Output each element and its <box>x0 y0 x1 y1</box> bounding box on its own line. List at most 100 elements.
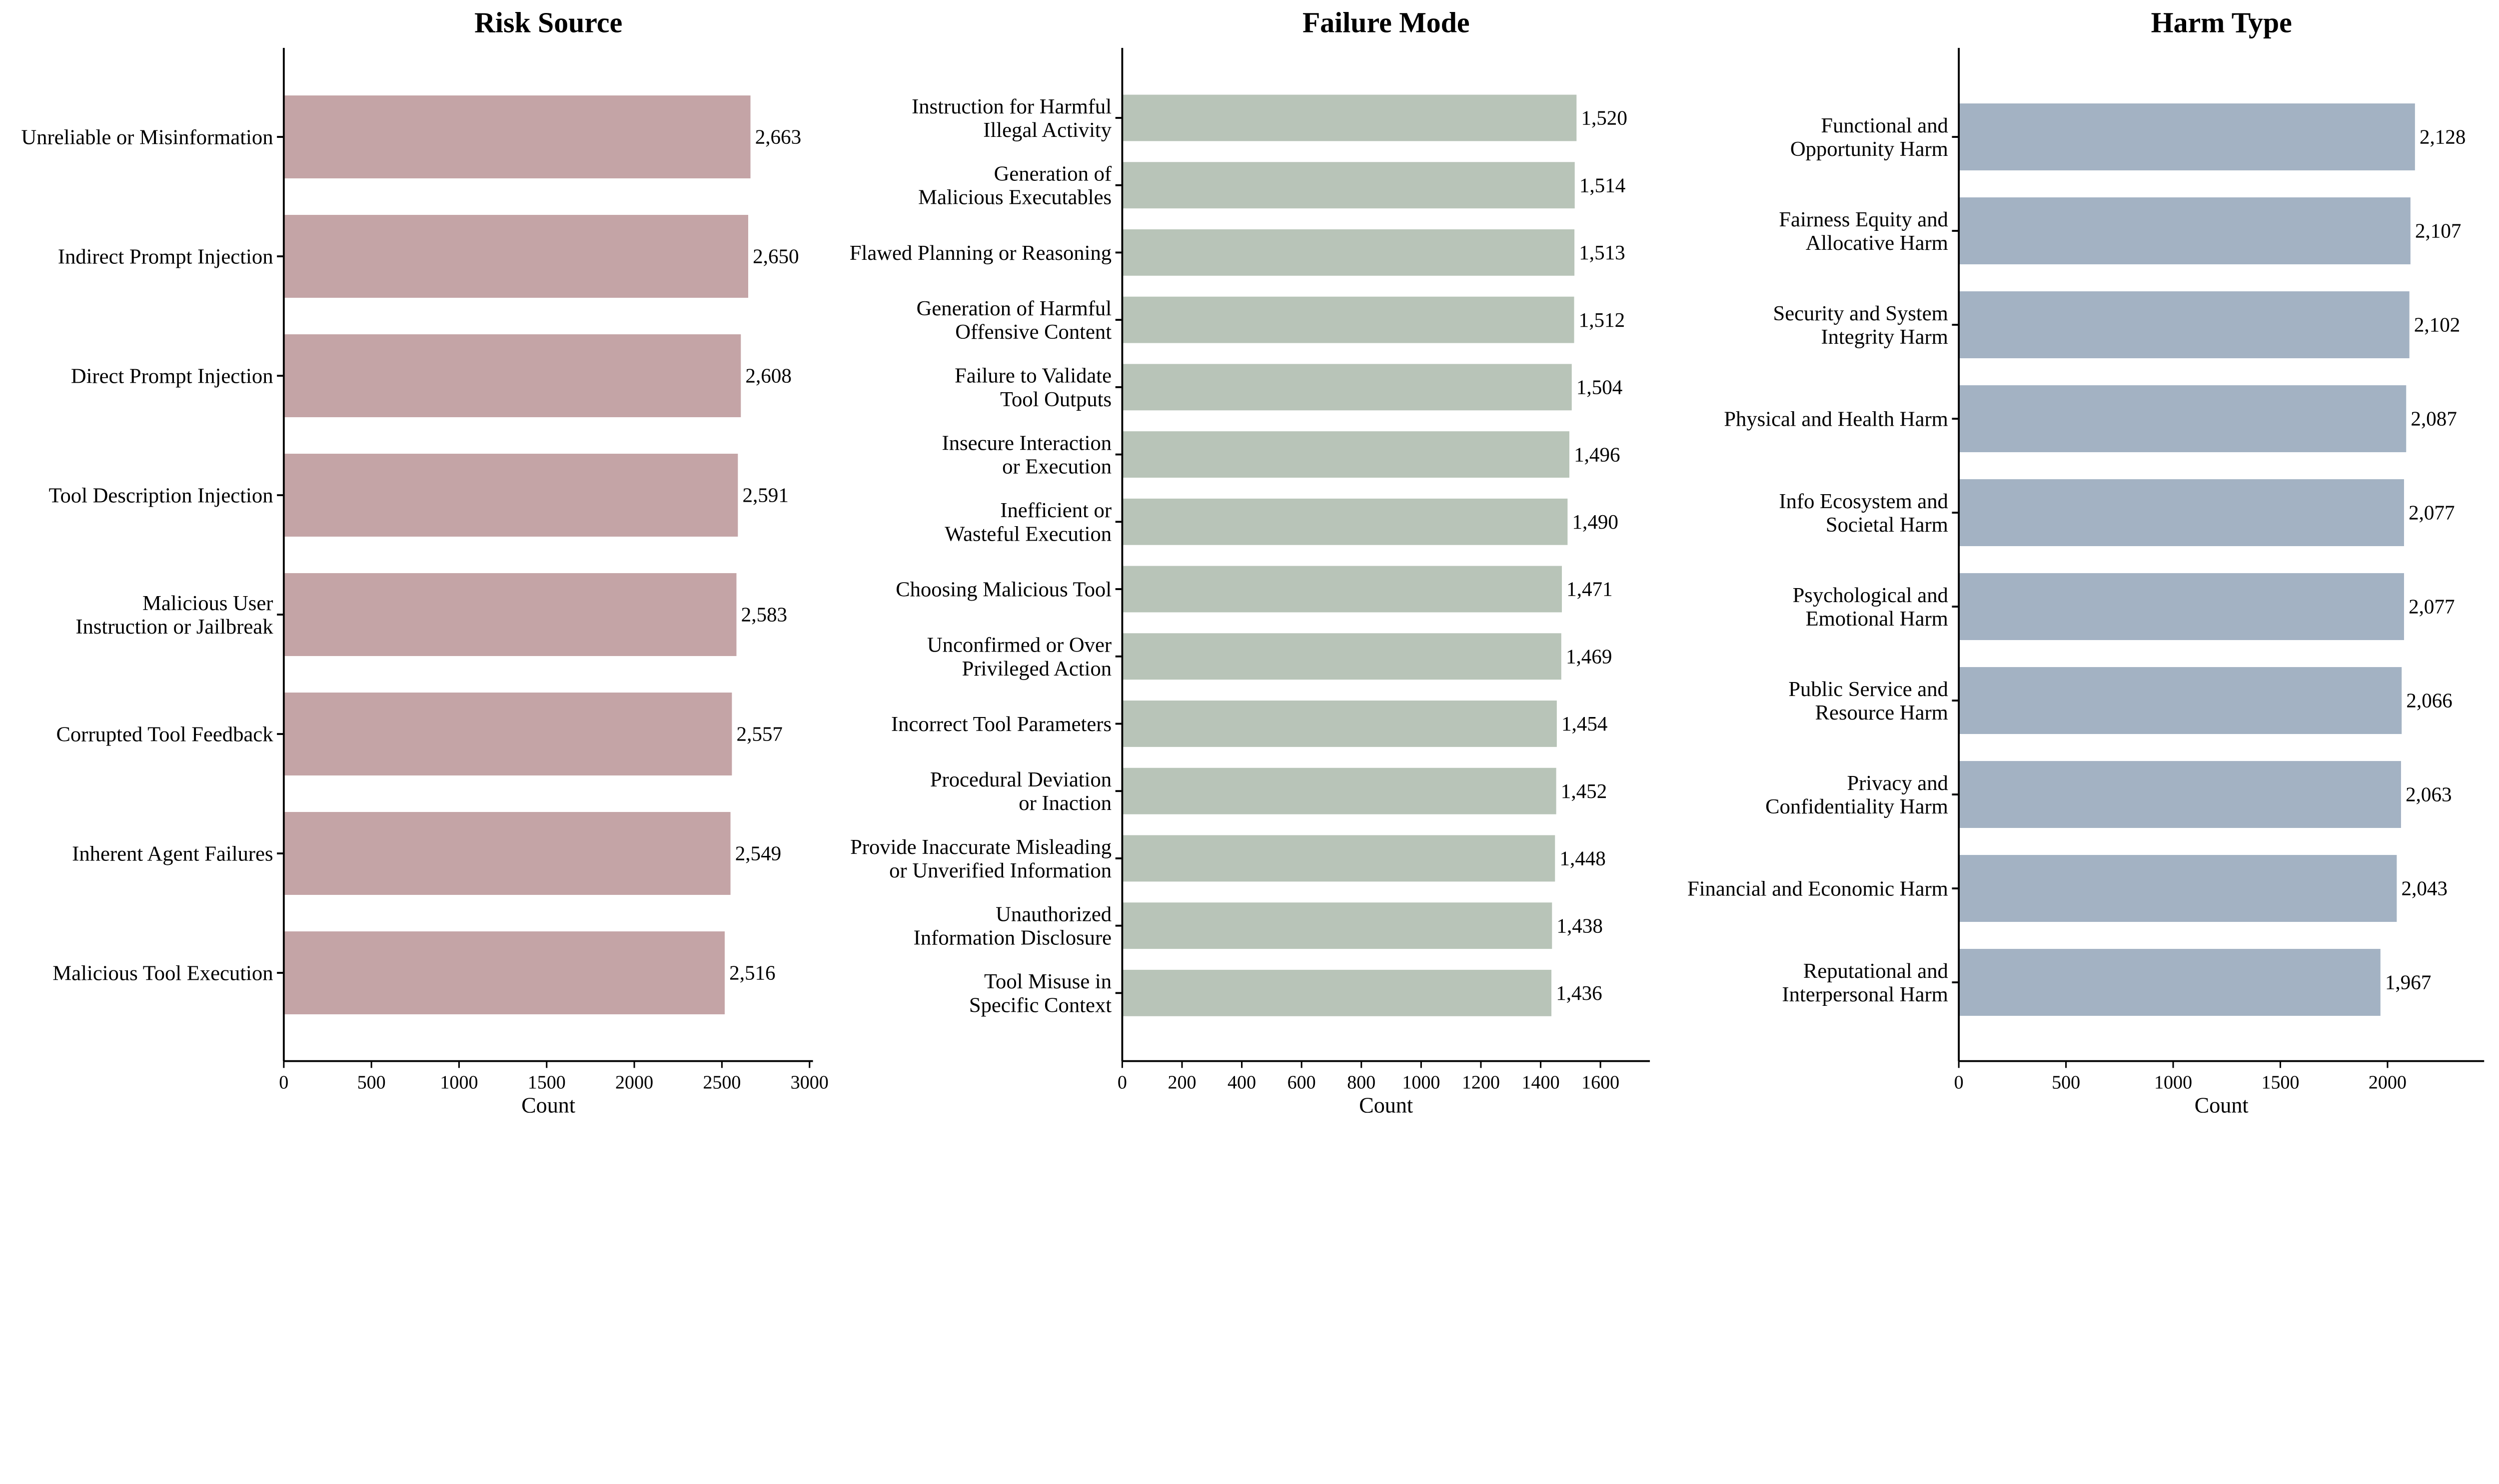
x-tick-label: 600 <box>1287 1072 1316 1093</box>
category-label: Insecure Interaction or Execution <box>942 431 1112 478</box>
category-label-line: or Unverified Information <box>889 859 1112 882</box>
bar <box>283 215 749 298</box>
chart-figure: Risk Source 2,663 Unreliable or Misinforma… <box>21 6 2485 1118</box>
category-label-line: Psychological and <box>1793 584 1948 607</box>
category-label-line: Confidentiality Harm <box>1765 795 1948 818</box>
category-label-line: Public Service and <box>1788 678 1948 701</box>
category-label-line: Integrity Harm <box>1821 325 1948 349</box>
category-label: Flawed Planning or Reasoning <box>850 241 1112 265</box>
x-tick-label: 500 <box>2052 1072 2080 1093</box>
panel-risk-source: Risk Source 2,663 Unreliable or Misinforma… <box>21 6 828 1118</box>
data-label: 2,077 <box>2409 595 2455 618</box>
category-label: Tool Misuse in Specific Context <box>969 970 1112 1017</box>
x-tick-label: 200 <box>1168 1072 1196 1093</box>
data-label: 2,608 <box>745 364 791 387</box>
panel-title: Harm Type <box>2151 6 2292 39</box>
data-label: 1,504 <box>1576 376 1622 399</box>
x-axis-label: Count <box>2195 1093 2249 1117</box>
data-label: 1,452 <box>1561 779 1607 802</box>
x-tick-label: 1500 <box>528 1072 566 1093</box>
panel-harm-type: Harm Type 2,128 Functional and Opportunity … <box>1687 6 2485 1117</box>
category-label: Unauthorized Information Disclosure <box>914 903 1112 950</box>
category-label-line: Info Ecosystem and <box>1779 490 1948 513</box>
bar <box>1122 296 1574 343</box>
category-label-line: Privacy and <box>1847 771 1948 795</box>
data-label: 2,077 <box>2409 501 2455 524</box>
category-label-line: Resource Harm <box>1815 701 1948 725</box>
data-label: 2,663 <box>755 125 801 148</box>
data-label: 2,650 <box>753 245 799 268</box>
data-label: 2,549 <box>735 842 781 865</box>
data-label: 1,436 <box>1556 981 1602 1004</box>
category-label: Generation of Harmful Offensive Content <box>917 297 1112 344</box>
category-label: Direct Prompt Injection <box>71 364 273 388</box>
x-tick-label: 2500 <box>703 1072 741 1093</box>
category-label-line: Corrupted Tool Feedback <box>56 723 273 746</box>
category-label-line: Instruction for Harmful <box>912 95 1112 118</box>
data-label: 2,066 <box>2406 689 2452 712</box>
data-label: 1,514 <box>1579 173 1625 196</box>
category-label: Security and System Integrity Harm <box>1773 302 1948 349</box>
x-tick-label: 1000 <box>440 1072 478 1093</box>
bar <box>1122 498 1568 545</box>
category-label-line: Direct Prompt Injection <box>71 364 273 388</box>
category-label-line: Offensive Content <box>955 320 1112 344</box>
category-label: Malicious Tool Execution <box>52 961 273 985</box>
x-tick-label: 2000 <box>615 1072 653 1093</box>
category-label-line: Tool Misuse in <box>984 970 1112 993</box>
category-label-line: Opportunity Harm <box>1790 137 1948 161</box>
category-label: Unreliable or Misinformation <box>21 125 273 149</box>
panel-failure-mode: Failure Mode 1,520 Instruction for Harmful… <box>850 6 1650 1117</box>
category-label-line: Inefficient or <box>1000 499 1112 522</box>
category-label-line: Fairness Equity and <box>1779 208 1948 231</box>
category-label-line: Tool Description Injection <box>48 484 273 507</box>
bar <box>1959 949 2381 1016</box>
category-label: Unconfirmed or Over Privileged Action <box>927 634 1112 681</box>
category-label-line: Emotional Harm <box>1806 607 1948 631</box>
data-label: 1,454 <box>1561 712 1607 735</box>
category-label-line: Illegal Activity <box>983 118 1112 142</box>
category-label-line: Reputational and <box>1803 959 1948 983</box>
bar <box>1122 633 1561 680</box>
bar <box>283 454 738 537</box>
category-label-line: Malicious User <box>142 592 273 615</box>
bar <box>1122 94 1577 141</box>
category-label-line: Unconfirmed or Over <box>927 634 1112 657</box>
category-label-line: Indirect Prompt Injection <box>58 245 273 268</box>
category-label: Functional and Opportunity Harm <box>1790 114 1948 161</box>
category-label-line: Unreliable or Misinformation <box>21 125 273 149</box>
category-label-line: Wasteful Execution <box>945 522 1112 546</box>
bar <box>283 812 731 895</box>
data-label: 1,496 <box>1574 443 1620 466</box>
data-label: 1,512 <box>1579 308 1625 331</box>
category-label: Financial and Economic Harm <box>1687 877 1948 901</box>
bar <box>283 95 751 178</box>
bar <box>1122 162 1575 209</box>
category-label-line: Incorrect Tool Parameters <box>891 713 1112 736</box>
data-label: 1,448 <box>1559 847 1605 870</box>
x-tick-label: 3000 <box>791 1072 829 1093</box>
x-tick-label: 0 <box>279 1072 288 1093</box>
bar <box>1959 291 2410 359</box>
category-label: Malicious User Instruction or Jailbreak <box>75 592 273 639</box>
category-label-line: Malicious Executables <box>918 186 1112 209</box>
bar <box>1959 385 2407 453</box>
x-tick-label: 0 <box>1118 1072 1127 1093</box>
category-label: Incorrect Tool Parameters <box>891 713 1112 736</box>
bar <box>1122 701 1557 747</box>
category-label: Provide Inaccurate Misleading or Unverifi… <box>850 835 1112 882</box>
data-label: 1,471 <box>1566 578 1612 601</box>
x-tick-label: 500 <box>357 1072 386 1093</box>
panel-title: Failure Mode <box>1302 6 1470 39</box>
bar <box>1959 197 2411 264</box>
bar <box>283 931 725 1014</box>
bar <box>1959 103 2415 170</box>
category-label-line: Physical and Health Harm <box>1724 407 1948 431</box>
bar <box>1959 761 2401 828</box>
category-label: Info Ecosystem and Societal Harm <box>1779 490 1948 537</box>
bar <box>1122 902 1552 949</box>
bar <box>1122 969 1552 1016</box>
data-label: 2,591 <box>742 484 788 507</box>
bar <box>1959 479 2404 547</box>
category-label: Inherent Agent Failures <box>72 842 273 865</box>
